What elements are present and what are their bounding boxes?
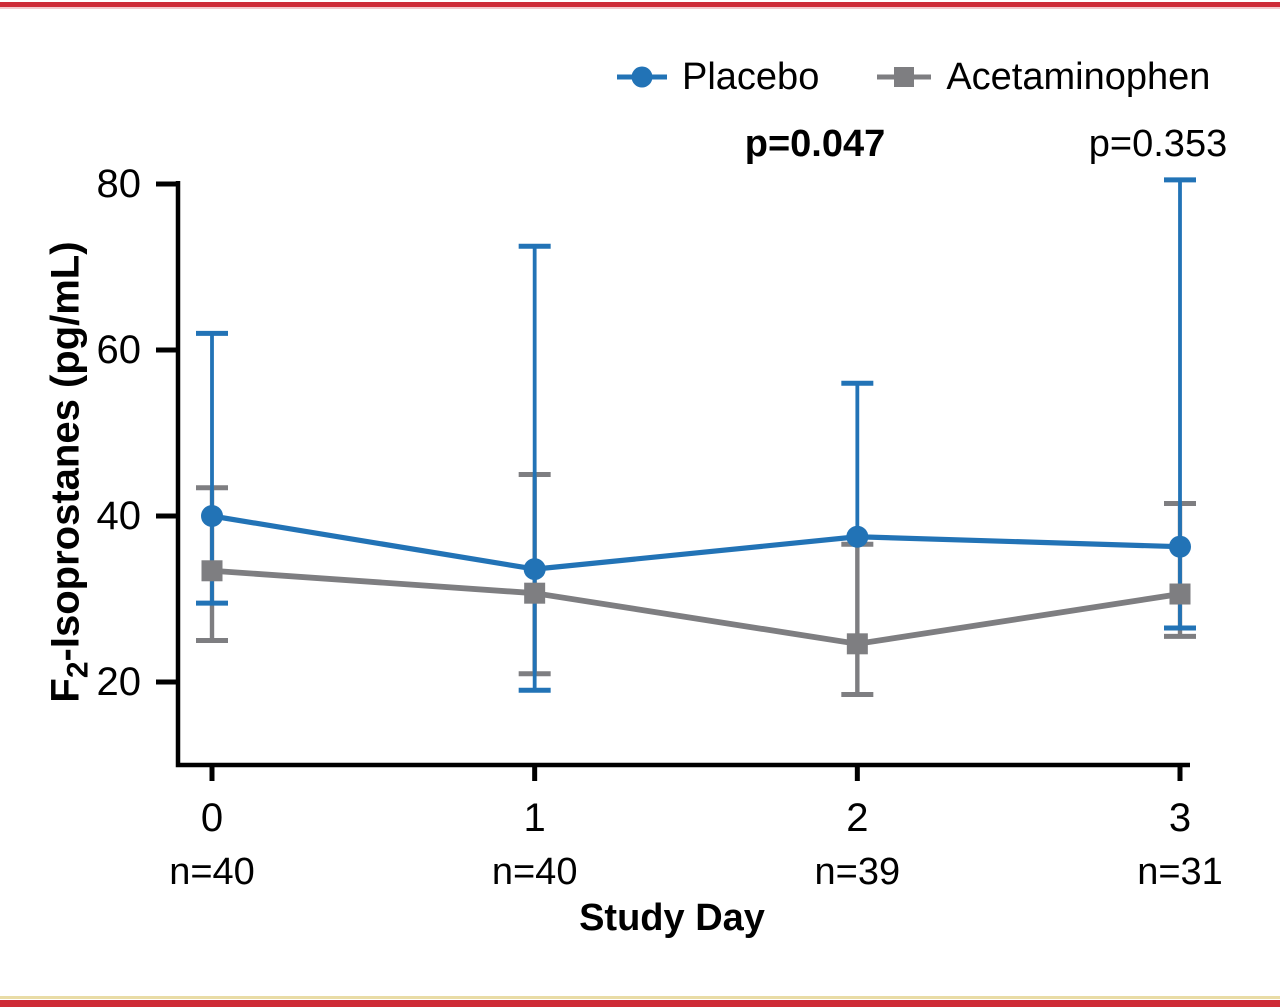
placebo-marker-icon	[617, 66, 667, 88]
top-border-bar	[0, 2, 1280, 7]
n-count-label: n=40	[492, 851, 578, 893]
y-axis-title-post: -Isoprostanes (pg/mL)	[43, 241, 88, 662]
x-tick-label: 2	[846, 796, 868, 840]
data-point-circle	[201, 505, 223, 527]
y-tick-label: 80	[97, 162, 142, 206]
x-axis-title: Study Day	[579, 897, 765, 939]
legend-label-placebo: Placebo	[682, 56, 820, 98]
series-acetaminophen	[201, 560, 1191, 655]
error-bars-acetaminophen	[196, 472, 1196, 697]
data-point-square	[846, 633, 868, 655]
y-tick-label: 40	[97, 494, 142, 538]
bottom-border-bar	[0, 1000, 1280, 1007]
p-value-day2: p=0.047	[744, 123, 886, 165]
axis-lines	[175, 181, 1190, 768]
x-tick-label: 1	[524, 796, 546, 840]
x-tick-label: 0	[201, 796, 223, 840]
y-tick-label: 20	[97, 660, 142, 704]
data-point-square	[524, 582, 546, 604]
x-axis-ticks: 0 n=40 1 n=40 2 n=39 3 n=31	[169, 765, 1223, 893]
y-axis-title-sub: 2	[61, 661, 95, 679]
series-placebo	[201, 505, 1191, 581]
data-point-circle	[1169, 535, 1191, 558]
y-axis-title-pre: F	[43, 678, 88, 703]
chart-legend: Placebo Acetaminophen	[616, 54, 1210, 100]
y-axis-ticks: 20 40 60 80	[97, 162, 178, 704]
top-border-fade	[0, 7, 1280, 9]
x-tick-label: 3	[1169, 796, 1191, 840]
data-point-circle	[846, 525, 869, 548]
bottom-border-fade	[0, 996, 1280, 999]
legend-label-acetaminophen: Acetaminophen	[946, 56, 1211, 98]
p-value-day3: p=0.353	[1088, 123, 1228, 165]
legend-item-placebo: Placebo	[616, 54, 819, 100]
data-point-circle	[523, 558, 546, 581]
series-line	[211, 567, 1181, 647]
n-count-label: n=31	[1137, 851, 1223, 893]
y-axis-title: F2-Isoprostanes (pg/mL)	[43, 241, 95, 703]
n-count-label: n=40	[169, 851, 255, 893]
series-line	[211, 513, 1181, 572]
y-tick-label: 60	[97, 328, 142, 372]
acetaminophen-marker-icon	[877, 67, 932, 87]
n-count-label: n=39	[815, 851, 901, 893]
legend-item-acetaminophen: Acetaminophen	[876, 54, 1210, 100]
data-point-square	[201, 560, 223, 582]
data-point-square	[1169, 583, 1191, 605]
